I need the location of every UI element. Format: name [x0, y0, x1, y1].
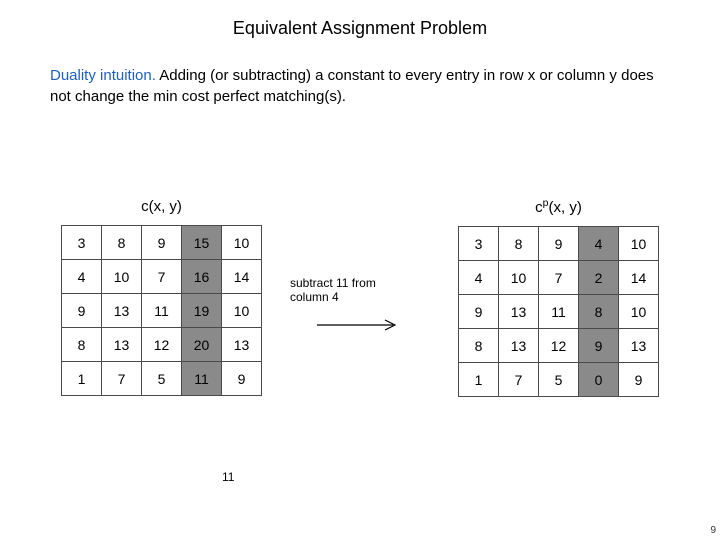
matrix-cell: 10	[102, 260, 142, 294]
middle-line2: column 4	[290, 290, 339, 304]
matrix-cell: 4	[459, 261, 499, 295]
matrix-cell: 7	[142, 260, 182, 294]
matrix-cell: 5	[539, 363, 579, 397]
right-table-wrap: cp(x, y) 3894104107214913118108131291317…	[458, 197, 659, 397]
middle-line1: subtract 11 from	[290, 276, 376, 290]
right-matrix: 3894104107214913118108131291317509	[458, 226, 659, 397]
page-title: Equivalent Assignment Problem	[0, 0, 720, 39]
matrix-cell: 8	[499, 227, 539, 261]
matrix-cell: 12	[142, 328, 182, 362]
matrix-cell: 2	[579, 261, 619, 295]
matrix-cell: 10	[499, 261, 539, 295]
matrix-cell: 1	[62, 362, 102, 396]
left-matrix: 389151041071614913111910813122013175119	[61, 225, 262, 396]
matrix-cell: 9	[222, 362, 262, 396]
matrix-cell: 9	[539, 227, 579, 261]
matrix-cell: 8	[62, 328, 102, 362]
matrix-cell: 3	[62, 226, 102, 260]
matrix-cell: 9	[459, 295, 499, 329]
matrix-cell: 16	[182, 260, 222, 294]
matrix-cell: 12	[539, 329, 579, 363]
matrix-cell: 13	[102, 328, 142, 362]
left-table-wrap: c(x, y) 38915104107161491311191081312201…	[61, 198, 262, 396]
matrix-cell: 10	[619, 227, 659, 261]
matrix-cell: 5	[142, 362, 182, 396]
matrix-cell: 13	[102, 294, 142, 328]
right-caption: cp(x, y)	[535, 197, 582, 216]
intro-emphasis: Duality intuition.	[50, 67, 156, 84]
matrix-cell: 9	[619, 363, 659, 397]
matrix-cell: 9	[62, 294, 102, 328]
matrix-cell: 20	[182, 328, 222, 362]
matrix-cell: 19	[182, 294, 222, 328]
matrix-cell: 9	[142, 226, 182, 260]
matrix-cell: 14	[619, 261, 659, 295]
matrix-cell: 13	[499, 295, 539, 329]
matrix-cell: 3	[459, 227, 499, 261]
matrix-cell: 4	[579, 227, 619, 261]
matrix-cell: 10	[619, 295, 659, 329]
page-number: 9	[710, 525, 716, 536]
matrix-cell: 7	[499, 363, 539, 397]
matrix-cell: 8	[579, 295, 619, 329]
arrow-icon	[315, 318, 405, 332]
left-caption: c(x, y)	[141, 198, 182, 215]
tables-row: c(x, y) 38915104107161491311191081312201…	[0, 197, 720, 397]
matrix-cell: 15	[182, 226, 222, 260]
matrix-cell: 8	[102, 226, 142, 260]
footnote-value: 11	[222, 470, 234, 484]
matrix-cell: 10	[222, 294, 262, 328]
matrix-cell: 0	[579, 363, 619, 397]
matrix-cell: 1	[459, 363, 499, 397]
matrix-cell: 11	[539, 295, 579, 329]
matrix-cell: 11	[182, 362, 222, 396]
matrix-cell: 8	[459, 329, 499, 363]
matrix-cell: 13	[499, 329, 539, 363]
matrix-cell: 13	[222, 328, 262, 362]
matrix-cell: 11	[142, 294, 182, 328]
matrix-cell: 9	[579, 329, 619, 363]
matrix-cell: 4	[62, 260, 102, 294]
matrix-cell: 14	[222, 260, 262, 294]
matrix-cell: 13	[619, 329, 659, 363]
matrix-cell: 7	[539, 261, 579, 295]
matrix-cell: 10	[222, 226, 262, 260]
intro-paragraph: Duality intuition. Adding (or subtractin…	[0, 39, 720, 107]
matrix-cell: 7	[102, 362, 142, 396]
middle-annotation: subtract 11 from column 4	[290, 276, 430, 332]
